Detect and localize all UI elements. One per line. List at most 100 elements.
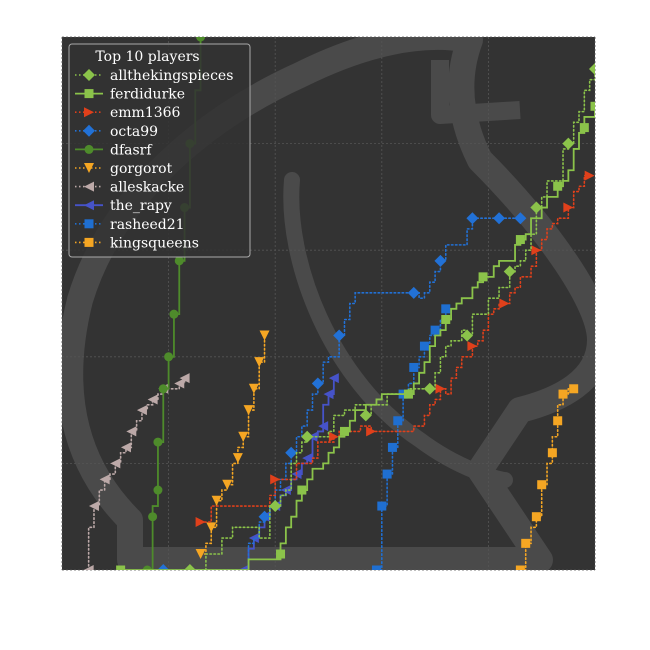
data-point-kingsqueens	[547, 448, 557, 458]
legend-item-dfasrf: dfasrf	[75, 142, 153, 158]
series-allthekingspieces	[183, 62, 595, 570]
data-point-dfasrf	[158, 384, 168, 394]
data-point-dfasrf	[153, 437, 163, 447]
data-point-dfasrf	[142, 565, 152, 570]
series-line-emm1366	[199, 174, 591, 523]
data-point-allthekingspieces	[423, 382, 436, 395]
data-point-emm1366	[270, 474, 281, 485]
data-point-kingsqueens	[569, 384, 579, 394]
data-point-dfasrf	[148, 512, 158, 522]
data-point-alleskacke	[120, 442, 131, 453]
data-point-alleskacke	[174, 378, 185, 389]
data-point-octa99	[434, 254, 447, 267]
legend-marker-ferdidurke	[84, 89, 94, 99]
data-point-octa99	[285, 446, 298, 459]
data-point-allthekingspieces	[461, 329, 474, 342]
data-point-ferdidurke	[297, 485, 307, 495]
data-point-kingsqueens	[515, 565, 525, 570]
data-point-octa99	[493, 212, 506, 225]
legend-label: emm1366	[110, 105, 181, 121]
data-point-gorgorot	[222, 479, 233, 490]
data-point-rasheed21	[387, 442, 397, 452]
series-line-allthekingspieces	[189, 68, 595, 570]
data-point-kingsqueens	[521, 538, 531, 548]
data-point-emm1366	[328, 431, 339, 442]
data-point-allthekingspieces	[503, 265, 516, 278]
legend-marker-dfasrf	[84, 144, 94, 154]
data-point-kingsqueens	[558, 389, 568, 399]
data-point-kingsqueens	[531, 512, 541, 522]
data-point-emm1366	[563, 202, 574, 213]
legend-box	[68, 43, 251, 258]
data-point-alleskacke	[147, 394, 158, 405]
data-point-gorgorot	[206, 522, 217, 533]
data-point-gorgorot	[211, 495, 222, 506]
data-point-rasheed21	[419, 341, 429, 351]
legend-item-rasheed21: rasheed21	[75, 217, 185, 233]
data-point-ferdidurke	[590, 101, 595, 111]
legend-label: alleskacke	[110, 180, 184, 196]
data-point-alleskacke	[88, 501, 99, 512]
data-point-octa99	[466, 212, 479, 225]
series-emm1366	[195, 170, 595, 528]
data-point-alleskacke	[136, 405, 147, 416]
legend-item-emm1366: emm1366	[75, 105, 181, 121]
data-point-dfasrf	[196, 37, 206, 42]
series-kingsqueens	[515, 384, 579, 570]
data-point-emm1366	[435, 383, 446, 394]
data-point-gorgorot	[248, 383, 259, 394]
data-point-kingsqueens	[553, 416, 563, 426]
data-point-the_rapy	[238, 565, 249, 570]
data-point-ferdidurke	[276, 549, 286, 559]
data-point-rasheed21	[382, 469, 392, 479]
data-point-emm1366	[366, 426, 377, 437]
data-point-gorgorot	[232, 453, 243, 464]
data-point-emm1366	[584, 170, 595, 181]
data-point-alleskacke	[83, 565, 94, 570]
legend-item-allthekingspieces: allthekingspieces	[75, 68, 233, 84]
legend-label: kingsqueens	[110, 235, 199, 251]
legend-item-gorgorot: gorgorot	[75, 161, 173, 177]
data-point-ferdidurke	[579, 123, 589, 133]
data-point-ferdidurke	[339, 426, 349, 436]
legend-label: ferdidurke	[110, 87, 185, 103]
data-point-alleskacke	[179, 373, 190, 384]
legend-label: gorgorot	[110, 161, 173, 177]
series-layer	[83, 37, 595, 570]
legend-items: allthekingspieces ferdidurke emm1366 octa99…	[75, 68, 233, 251]
data-point-emm1366	[531, 245, 542, 256]
data-point-rasheed21	[430, 325, 440, 335]
data-point-gorgorot	[243, 405, 254, 416]
data-point-ferdidurke	[116, 565, 126, 570]
data-point-the_rapy	[323, 389, 334, 400]
legend-label: the_rapy	[110, 198, 172, 214]
legend-label: octa99	[110, 124, 158, 140]
data-point-the_rapy	[302, 453, 313, 464]
legend-marker-alleskacke	[84, 181, 94, 192]
data-point-dfasrf	[174, 256, 184, 266]
data-point-octa99	[514, 212, 527, 225]
data-point-dfasrf	[169, 309, 179, 319]
data-point-allthekingspieces	[269, 500, 282, 513]
data-point-rasheed21	[377, 501, 387, 511]
data-point-emm1366	[467, 341, 478, 352]
data-point-ferdidurke	[515, 235, 525, 245]
data-point-the_rapy	[328, 373, 339, 384]
legend-marker-gorgorot	[84, 163, 94, 173]
legend-marker-rasheed21	[84, 219, 94, 229]
legend-label: rasheed21	[110, 217, 185, 233]
data-point-allthekingspieces	[530, 201, 543, 214]
data-point-rasheed21	[409, 362, 419, 372]
data-point-alleskacke	[126, 426, 137, 437]
legend-marker-emm1366	[84, 107, 94, 118]
data-point-rasheed21	[393, 416, 403, 426]
data-point-gorgorot	[195, 549, 206, 560]
data-point-emm1366	[195, 517, 206, 528]
data-point-the_rapy	[248, 533, 259, 544]
legend-item-octa99: octa99	[75, 124, 158, 140]
legend-marker-the_rapy	[84, 200, 94, 211]
data-point-rasheed21	[441, 304, 451, 314]
data-point-ferdidurke	[553, 181, 563, 191]
data-point-gorgorot	[259, 330, 270, 341]
legend-item-ferdidurke: ferdidurke	[75, 87, 185, 103]
